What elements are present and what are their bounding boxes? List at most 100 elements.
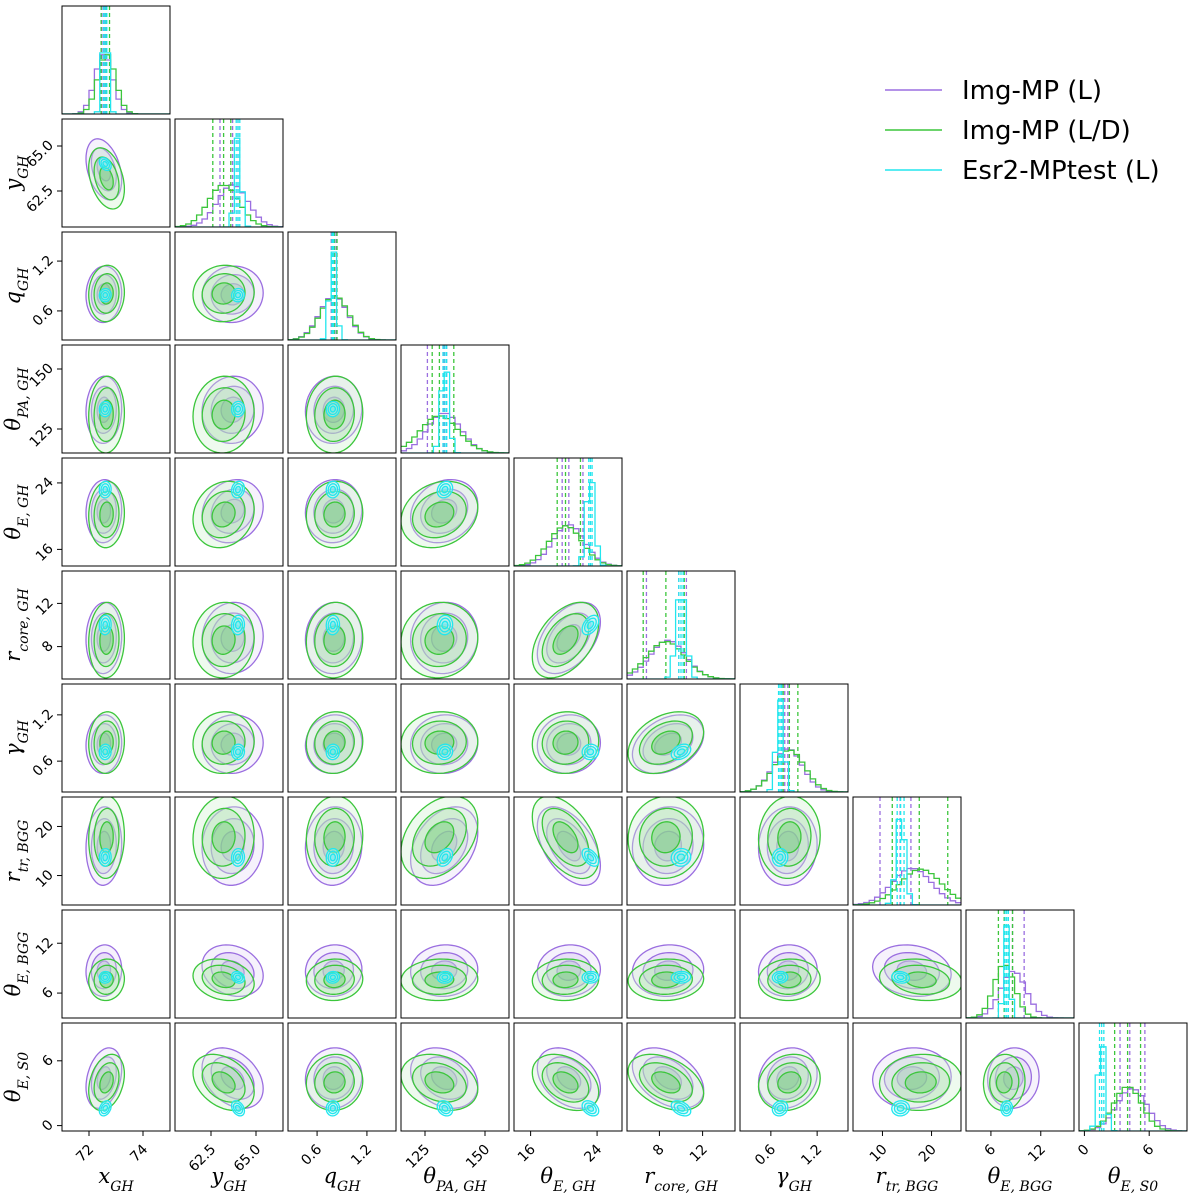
panel-frame-6-4 bbox=[513, 683, 623, 793]
contour-1-9-0-2 bbox=[99, 1071, 114, 1094]
x-tick-label-8-1: 12 bbox=[1025, 1142, 1049, 1166]
panel-frame-8-1 bbox=[174, 909, 284, 1019]
contour-1-9-4-2 bbox=[552, 1071, 579, 1094]
contour-1-9-4-1 bbox=[541, 1062, 590, 1103]
x-tick-label-4-1: 24 bbox=[581, 1142, 605, 1166]
panel-frame-9-7 bbox=[852, 1022, 962, 1132]
x-tick-label-3-1: 150 bbox=[463, 1142, 493, 1172]
x-axis-label-4: θE, GH bbox=[540, 1164, 596, 1195]
y-axis-label-9: θE, S0 bbox=[1, 1052, 32, 1102]
panel-frame-5-2 bbox=[287, 570, 397, 680]
panel-frame-7-7 bbox=[852, 796, 962, 906]
contour-1-7-2-1 bbox=[314, 807, 355, 867]
contour-2-3-1-1 bbox=[232, 403, 244, 416]
contour-2-9-7-2 bbox=[896, 1104, 905, 1112]
panel-frame-7-4 bbox=[513, 796, 623, 906]
contour-2-9-6-2 bbox=[776, 1104, 784, 1112]
contour-0-7-4-2 bbox=[556, 830, 582, 862]
contour-1-7-1-2 bbox=[211, 821, 236, 854]
contour-2-8-2-1 bbox=[327, 972, 339, 983]
contour-1-8-6-1 bbox=[767, 964, 812, 995]
contour-0-9-2-1 bbox=[313, 1056, 355, 1100]
contour-2-9-0-2 bbox=[102, 1104, 109, 1112]
contour-2-9-5-0 bbox=[670, 1100, 692, 1117]
contour-1-5-0-2 bbox=[99, 625, 114, 655]
contour-1-2-1-2 bbox=[211, 282, 236, 305]
x-tick-label-2-1: 1.2 bbox=[348, 1142, 375, 1169]
panel-9-0: 72 74 0 6 bbox=[39, 1022, 171, 1166]
y-axis-label-6: γGH bbox=[1, 719, 32, 756]
contour-0-4-3-1 bbox=[420, 488, 469, 534]
contour-0-5-0-1 bbox=[90, 612, 117, 664]
contour-2-9-2-2 bbox=[329, 1104, 337, 1112]
contour-2-7-4-0 bbox=[581, 847, 600, 867]
contour-2-7-1-1 bbox=[232, 850, 244, 865]
panel-5-5 bbox=[626, 570, 736, 680]
panel-9-8: 6 12 bbox=[965, 1022, 1075, 1166]
contour-1-9-1-1 bbox=[201, 1062, 246, 1103]
contour-1-7-6-2 bbox=[777, 821, 802, 854]
contour-2-8-7-1 bbox=[893, 972, 908, 983]
panel-frame-2-0 bbox=[61, 231, 171, 341]
contour-1-7-0-2 bbox=[99, 821, 114, 854]
panel-frame-7-1 bbox=[174, 796, 284, 906]
panel-frame-7-5 bbox=[626, 796, 736, 906]
y-tick-label-5-0: 8 bbox=[39, 638, 57, 656]
panel-frame-6-2 bbox=[287, 683, 397, 793]
panel-1-0: 62.565.0 bbox=[23, 118, 171, 228]
contour-2-3-1-2 bbox=[234, 405, 242, 413]
panel-7-7 bbox=[852, 796, 962, 906]
panel-frame-4-0 bbox=[61, 457, 171, 567]
panel-5-1 bbox=[174, 570, 284, 680]
panel-9-1: 62.5 65.0 bbox=[174, 1022, 284, 1175]
x-axis-label-5: rcore, GH bbox=[644, 1164, 718, 1195]
panel-frame-2-1 bbox=[174, 231, 284, 341]
panel-frame-8-0 bbox=[61, 909, 171, 1019]
y-axis-label-2: qGH bbox=[1, 267, 32, 305]
contour-1-6-4-1 bbox=[541, 720, 590, 765]
panel-7-1 bbox=[174, 796, 284, 906]
legend-label-2: Esr2-MPtest (L) bbox=[962, 156, 1160, 186]
contour-2-4-2-2 bbox=[329, 485, 337, 494]
x-tick-label-5-0: 8 bbox=[650, 1142, 668, 1160]
y-axis-label-8: θE, BGG bbox=[1, 932, 32, 997]
panel-frame-8-5 bbox=[626, 909, 736, 1019]
panel-frame-3-3 bbox=[400, 344, 510, 454]
contour-2-6-0-1 bbox=[100, 745, 111, 758]
panel-4-2 bbox=[287, 457, 397, 567]
contour-2-7-5-2 bbox=[676, 853, 686, 862]
contour-2-9-5-2 bbox=[676, 1104, 686, 1112]
contour-1-4-2-2 bbox=[323, 501, 346, 528]
panel-8-3 bbox=[400, 909, 510, 1019]
panel-6-3 bbox=[400, 683, 510, 793]
contour-1-6-4-2 bbox=[552, 730, 579, 755]
contour-2-8-6-2 bbox=[776, 974, 784, 981]
panel-0-0 bbox=[61, 5, 171, 115]
contour-1-8-4-2 bbox=[552, 971, 579, 989]
panel-frame-9-9 bbox=[1078, 1022, 1188, 1132]
contour-1-9-3-2 bbox=[424, 1071, 455, 1094]
histogram-1-6 bbox=[740, 749, 848, 792]
contour-1-5-2-1 bbox=[314, 613, 355, 668]
contour-1-4-0-1 bbox=[93, 490, 120, 539]
y-tick-label-3-0: 125 bbox=[27, 421, 57, 451]
contour-2-9-6-1 bbox=[774, 1102, 787, 1115]
panel-frame-5-3 bbox=[400, 570, 510, 680]
contour-0-7-6-2 bbox=[776, 830, 800, 862]
contour-0-9-5-1 bbox=[642, 1056, 694, 1100]
panel-frame-9-2 bbox=[287, 1022, 397, 1132]
contour-1-8-5-1 bbox=[638, 964, 693, 995]
contour-2-9-8-2 bbox=[1003, 1104, 1010, 1112]
y-tick-label-6-0: 0.6 bbox=[30, 753, 57, 780]
panel-frame-9-5 bbox=[626, 1022, 736, 1132]
contour-2-9-4-2 bbox=[586, 1104, 595, 1112]
contour-1-9-4-0 bbox=[531, 1053, 600, 1112]
histogram-2-0 bbox=[62, 52, 170, 114]
contour-2-5-0-2 bbox=[102, 620, 109, 630]
panel-frame-2-2 bbox=[287, 231, 397, 341]
contour-2-1-0-2 bbox=[102, 160, 109, 168]
contour-2-3-2-1 bbox=[327, 403, 339, 416]
contour-1-9-2-1 bbox=[314, 1062, 355, 1103]
contour-2-9-3-2 bbox=[441, 1104, 449, 1112]
